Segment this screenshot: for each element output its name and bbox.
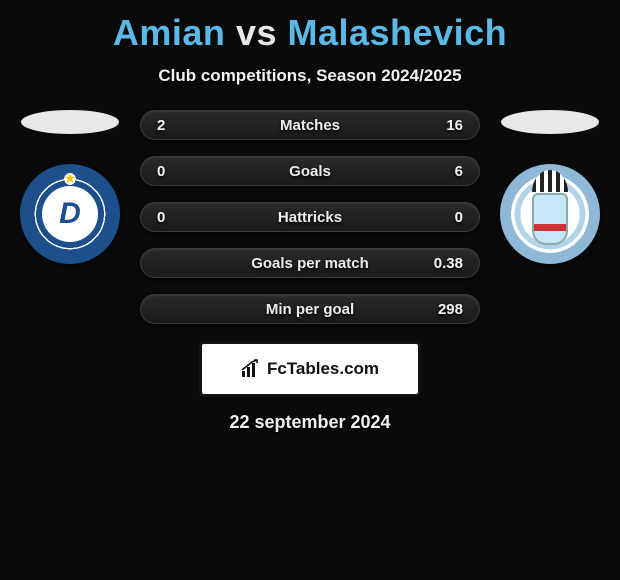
bar-chart-icon (241, 359, 261, 379)
player1-silhouette (21, 110, 119, 134)
stat-left: 0 (157, 209, 197, 226)
stat-label: Goals per match (197, 255, 423, 272)
stat-left: 2 (157, 117, 197, 134)
stat-row: 0 Hattricks 0 (140, 202, 480, 232)
player1-name: Amian (113, 12, 226, 53)
stat-label: Matches (197, 117, 423, 134)
club-crest-left: ★ D (20, 164, 120, 264)
star-icon: ★ (64, 170, 77, 187)
stat-label: Goals (197, 163, 423, 180)
stat-row: 2 Matches 16 (140, 110, 480, 140)
attribution-badge: FcTables.com (202, 344, 418, 394)
subtitle: Club competitions, Season 2024/2025 (0, 66, 620, 86)
stat-row: Goals per match 0.38 (140, 248, 480, 278)
left-column: ★ D (10, 110, 130, 264)
player2-silhouette (501, 110, 599, 134)
stat-row: Min per goal 298 (140, 294, 480, 324)
page-title: Amian vs Malashevich (0, 0, 620, 54)
stat-right: 0 (423, 209, 463, 226)
comparison-card: Amian vs Malashevich Club competitions, … (0, 0, 620, 580)
stat-right: 16 (423, 117, 463, 134)
player2-name: Malashevich (288, 12, 508, 53)
stat-label: Min per goal (197, 301, 423, 318)
stat-right: 6 (423, 163, 463, 180)
crest-right-shield (532, 193, 568, 245)
stat-right: 298 (423, 301, 463, 318)
content-row: ★ D 2 Matches 16 0 Goals 6 0 Hattricks 0 (0, 110, 620, 324)
stat-label: Hattricks (197, 209, 423, 226)
title-vs: vs (236, 12, 277, 53)
club-crest-right (500, 164, 600, 264)
stat-right: 0.38 (423, 255, 463, 272)
right-column (490, 110, 610, 264)
stats-bars: 2 Matches 16 0 Goals 6 0 Hattricks 0 Goa… (130, 110, 490, 324)
stat-row: 0 Goals 6 (140, 156, 480, 186)
crest-left-letter: D (42, 186, 98, 242)
stat-left: 0 (157, 163, 197, 180)
snapshot-date: 22 september 2024 (0, 412, 620, 433)
attribution-text: FcTables.com (267, 359, 379, 379)
